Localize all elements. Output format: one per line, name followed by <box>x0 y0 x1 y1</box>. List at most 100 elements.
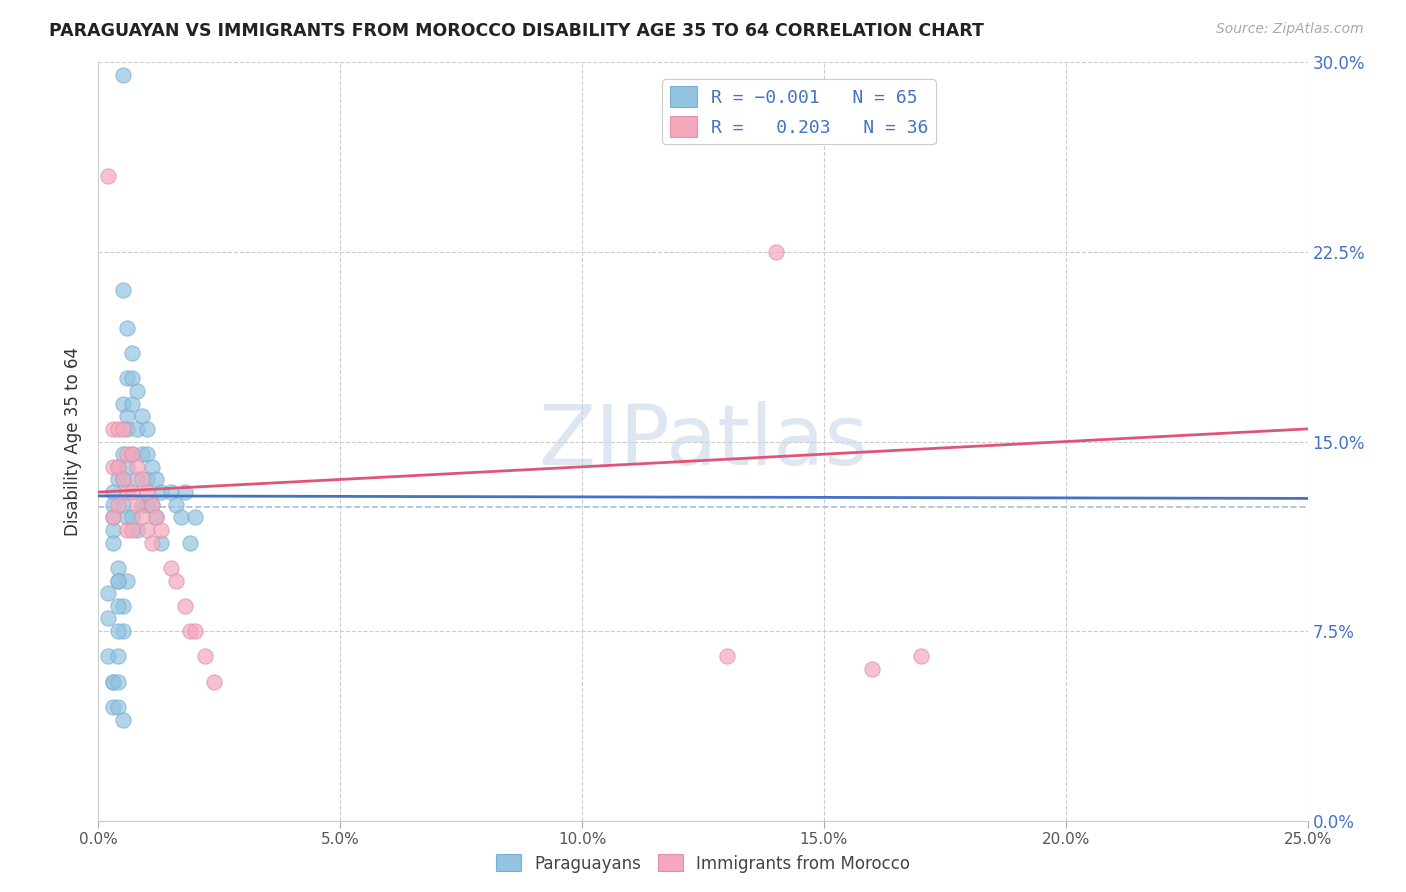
Point <box>184 624 207 639</box>
Point <box>107 624 129 639</box>
Point <box>135 498 157 512</box>
Text: PARAGUAYAN VS IMMIGRANTS FROM MOROCCO DISABILITY AGE 35 TO 64 CORRELATION CHART: PARAGUAYAN VS IMMIGRANTS FROM MOROCCO DI… <box>49 22 984 40</box>
Y-axis label: Disability Age 35 to 64: Disability Age 35 to 64 <box>65 347 83 536</box>
Point <box>111 713 134 727</box>
Point <box>135 485 157 500</box>
Point <box>174 599 197 613</box>
Point <box>131 473 153 487</box>
Point <box>145 473 167 487</box>
Point <box>150 485 173 500</box>
Point <box>121 510 143 524</box>
Point <box>111 283 134 297</box>
Point <box>97 586 120 600</box>
Point <box>107 422 129 436</box>
Point <box>111 68 134 82</box>
Point <box>107 674 129 689</box>
Point <box>107 459 129 474</box>
Point <box>135 523 157 537</box>
Point <box>160 561 183 575</box>
Text: Source: ZipAtlas.com: Source: ZipAtlas.com <box>1216 22 1364 37</box>
Point <box>97 649 120 664</box>
Point <box>160 485 183 500</box>
Point <box>121 485 143 500</box>
Point <box>127 459 149 474</box>
Point <box>169 510 191 524</box>
Point <box>111 473 134 487</box>
Point <box>131 447 153 461</box>
Legend: R = −0.001   N = 65, R =   0.203   N = 36: R = −0.001 N = 65, R = 0.203 N = 36 <box>662 79 936 145</box>
Point <box>97 169 120 184</box>
Point <box>121 396 143 410</box>
Point <box>145 510 167 524</box>
Point <box>107 649 129 664</box>
Point <box>204 674 226 689</box>
Point <box>765 244 787 259</box>
Point <box>165 574 187 588</box>
Point <box>107 561 129 575</box>
Point <box>135 422 157 436</box>
Point <box>101 674 124 689</box>
Point <box>117 485 139 500</box>
Point <box>145 510 167 524</box>
Text: ZIPatlas: ZIPatlas <box>538 401 868 482</box>
Point <box>117 574 139 588</box>
Point <box>101 459 124 474</box>
Point <box>107 599 129 613</box>
Point <box>101 699 124 714</box>
Point <box>179 535 201 549</box>
Point <box>107 699 129 714</box>
Point <box>141 498 163 512</box>
Point <box>127 473 149 487</box>
Point <box>860 662 883 676</box>
Point <box>101 510 124 524</box>
Point <box>117 459 139 474</box>
Point <box>117 409 139 424</box>
Point <box>131 510 153 524</box>
Point <box>97 611 120 625</box>
Point <box>117 447 139 461</box>
Point <box>179 624 201 639</box>
Point <box>121 523 143 537</box>
Point <box>101 535 124 549</box>
Legend: Paraguayans, Immigrants from Morocco: Paraguayans, Immigrants from Morocco <box>489 847 917 880</box>
Point <box>141 535 163 549</box>
Point <box>127 523 149 537</box>
Point <box>111 422 134 436</box>
Point <box>111 396 134 410</box>
Point <box>107 498 129 512</box>
Point <box>117 320 139 334</box>
Point <box>111 599 134 613</box>
Point <box>121 346 143 360</box>
Point <box>101 523 124 537</box>
Point <box>141 498 163 512</box>
Point <box>131 409 153 424</box>
Point <box>184 510 207 524</box>
Point <box>910 649 932 664</box>
Point <box>111 624 134 639</box>
Point <box>117 422 139 436</box>
Point <box>111 498 134 512</box>
Point <box>127 422 149 436</box>
Point <box>121 371 143 385</box>
Point <box>121 447 143 461</box>
Point <box>117 371 139 385</box>
Point <box>101 674 124 689</box>
Point <box>107 473 129 487</box>
Point <box>135 473 157 487</box>
Point <box>107 574 129 588</box>
Point <box>111 447 134 461</box>
Point <box>107 459 129 474</box>
Point <box>101 422 124 436</box>
Point <box>131 498 153 512</box>
Point <box>127 498 149 512</box>
Point <box>101 498 124 512</box>
Point <box>716 649 738 664</box>
Point <box>194 649 217 664</box>
Point <box>141 459 163 474</box>
Point <box>107 574 129 588</box>
Point <box>127 384 149 398</box>
Point <box>165 498 187 512</box>
Point <box>150 523 173 537</box>
Point <box>174 485 197 500</box>
Point <box>111 473 134 487</box>
